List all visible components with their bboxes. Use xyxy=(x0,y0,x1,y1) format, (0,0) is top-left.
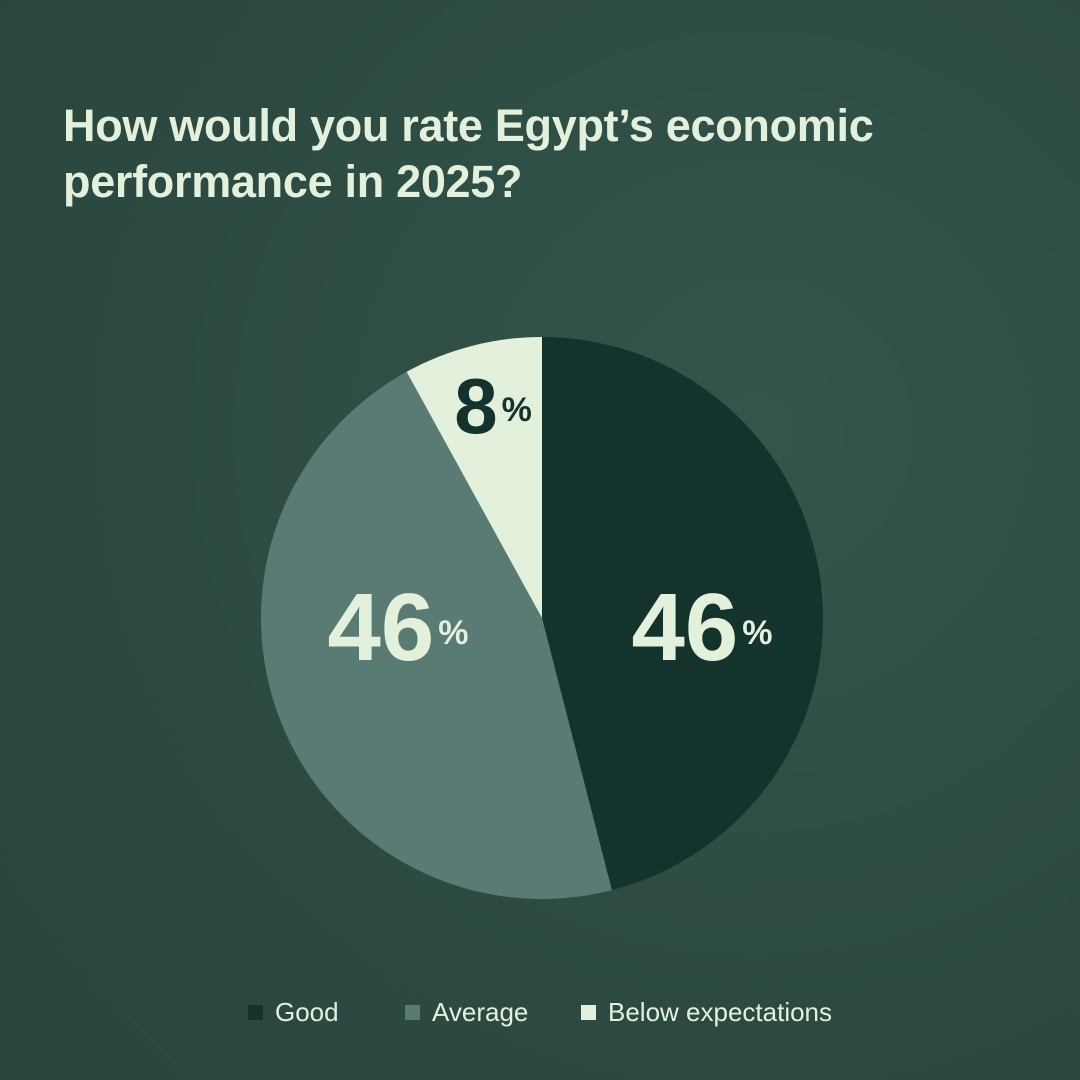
legend-label: Below expectations xyxy=(608,997,832,1027)
pie-slice xyxy=(406,337,542,618)
data-label-number: 8 xyxy=(454,362,497,450)
data-label: 46% xyxy=(327,574,468,681)
legend-label: Average xyxy=(432,997,528,1027)
data-label-unit: % xyxy=(502,391,532,429)
pie-slice xyxy=(542,336,824,891)
pie-slice xyxy=(260,371,612,899)
data-label-unit: % xyxy=(742,614,772,652)
legend-label: Good xyxy=(275,997,339,1027)
data-label: 46% xyxy=(631,574,772,681)
legend-swatch xyxy=(248,1005,263,1020)
data-label-unit: % xyxy=(438,614,468,652)
legend-swatch xyxy=(405,1005,420,1020)
data-label: 8% xyxy=(454,362,532,450)
data-label-number: 46 xyxy=(631,574,738,681)
data-label-number: 46 xyxy=(327,574,434,681)
legend-swatch xyxy=(581,1005,596,1020)
chart-title: How would you rate Egypt’s economic perf… xyxy=(63,100,874,207)
